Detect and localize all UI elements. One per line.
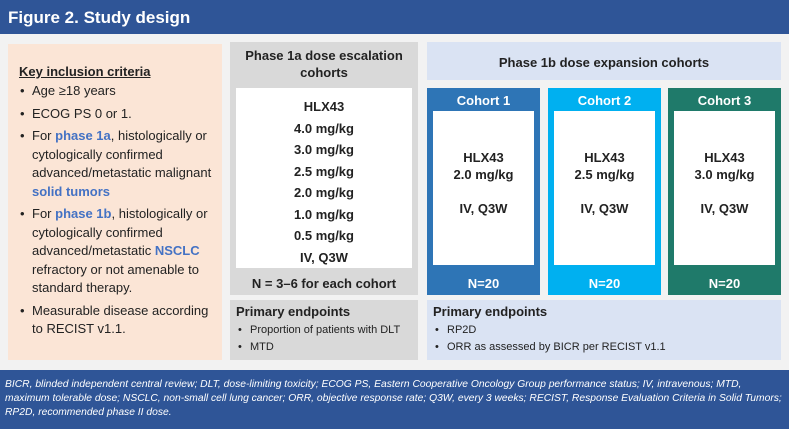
endpoint: RP2D [433, 322, 775, 339]
cohort-detail: HLX43 2.0 mg/kg IV, Q3W [433, 111, 534, 265]
regimen: IV, Q3W [459, 201, 508, 216]
criterion: For phase 1b, histologically or cytologi… [19, 205, 212, 298]
dose: 3.0 mg/kg [294, 142, 354, 157]
dose: 1.0 mg/kg [294, 206, 354, 222]
drug: HLX43 [303, 99, 345, 114]
cohort-n: N=20 [708, 276, 741, 291]
dose: 4.0 mg/kg [294, 120, 354, 136]
cohort-n: N=20 [588, 276, 621, 291]
criterion-text: , histologically or cytologically confir… [32, 206, 208, 258]
cohort-name: Cohort 3 [697, 93, 752, 108]
cohort-box: Cohort 2 HLX43 2.5 mg/kg IV, Q3W N=20 [548, 88, 661, 295]
highlight: solid tumors [32, 183, 111, 199]
cohort-detail: HLX43 3.0 mg/kg IV, Q3W [674, 111, 775, 265]
cohort-box: Cohort 1 HLX43 2.0 mg/kg IV, Q3W N=20 [427, 88, 540, 295]
cohort-name: Cohort 2 [577, 93, 632, 108]
phase1b-title: Phase 1b dose expansion cohorts [427, 42, 781, 80]
inclusion-box: Key inclusion criteria Age ≥18 years ECOG… [8, 44, 222, 360]
inclusion-list: Age ≥18 years ECOG PS 0 or 1. For phase 1a… [19, 82, 212, 339]
criterion: Measurable disease according to RECIST v… [19, 302, 212, 339]
drug: HLX43 [704, 150, 745, 165]
criterion: ECOG PS 0 or 1. [19, 105, 212, 124]
footnote: BICR, blinded independent central review… [0, 370, 789, 429]
endpoint: ORR as assessed by BICR per RECIST v1.1 [433, 339, 775, 356]
inclusion-title: Key inclusion criteria [19, 64, 151, 79]
criterion-text: ECOG PS 0 or 1. [32, 105, 132, 121]
regimen: IV, Q3W [580, 201, 629, 216]
criterion-text: Age ≥18 years [32, 83, 116, 98]
dose: 2.0 mg/kg [294, 185, 354, 200]
criterion-text: , histologically or cytologically confir… [32, 128, 212, 180]
cohort-detail: HLX43 2.5 mg/kg IV, Q3W [554, 111, 655, 265]
criterion: Age ≥18 years [19, 82, 212, 101]
cohort-n: N=20 [467, 276, 500, 291]
criterion-text: For [32, 206, 56, 221]
header-title: Figure 2. Study design [0, 0, 789, 34]
phase1a-doses: HLX43 4.0 mg/kg 3.0 mg/kg 2.5 mg/kg 2.0 mg/… [236, 88, 412, 268]
phase1a-endpoints: Primary endpoints Proportion of patients… [230, 300, 418, 360]
dose: 2.5 mg/kg [294, 163, 354, 179]
phase1a-n: N = 3–6 for each cohort [251, 276, 397, 291]
phase1a-title: Phase 1a dose escalation cohorts [245, 48, 403, 80]
endpoints-title: Primary endpoints [433, 304, 548, 319]
endpoints-title: Primary endpoints [236, 304, 351, 319]
drug: HLX43 [584, 150, 625, 165]
dose: 2.0 mg/kg [453, 167, 514, 182]
highlight: phase 1a [55, 128, 111, 143]
drug: HLX43 [463, 150, 504, 165]
criterion-text: For [32, 128, 56, 143]
regimen: IV, Q3W [700, 201, 749, 216]
endpoint: MTD [236, 339, 412, 356]
criterion-text: Measurable disease according to RECIST v… [32, 302, 209, 337]
cohort-box: Cohort 3 HLX43 3.0 mg/kg IV, Q3W N=20 [668, 88, 781, 295]
endpoint: Proportion of patients with DLT [236, 322, 412, 339]
criterion-text: refractory or not amenable to standard t… [32, 261, 199, 296]
dose: 2.5 mg/kg [574, 167, 635, 182]
dose: 3.0 mg/kg [694, 167, 755, 182]
regimen: IV, Q3W [300, 249, 348, 265]
cohort-name: Cohort 1 [456, 93, 511, 108]
phase1a-box: Phase 1a dose escalation cohorts HLX43 4… [230, 42, 418, 295]
highlight: phase 1b [55, 206, 112, 221]
criterion: For phase 1a, histologically or cytologi… [19, 127, 212, 201]
dose: 0.5 mg/kg [294, 228, 354, 243]
highlight: NSCLC [154, 243, 200, 258]
phase1b-endpoints: Primary endpoints RP2DORR as assessed by… [427, 300, 781, 360]
